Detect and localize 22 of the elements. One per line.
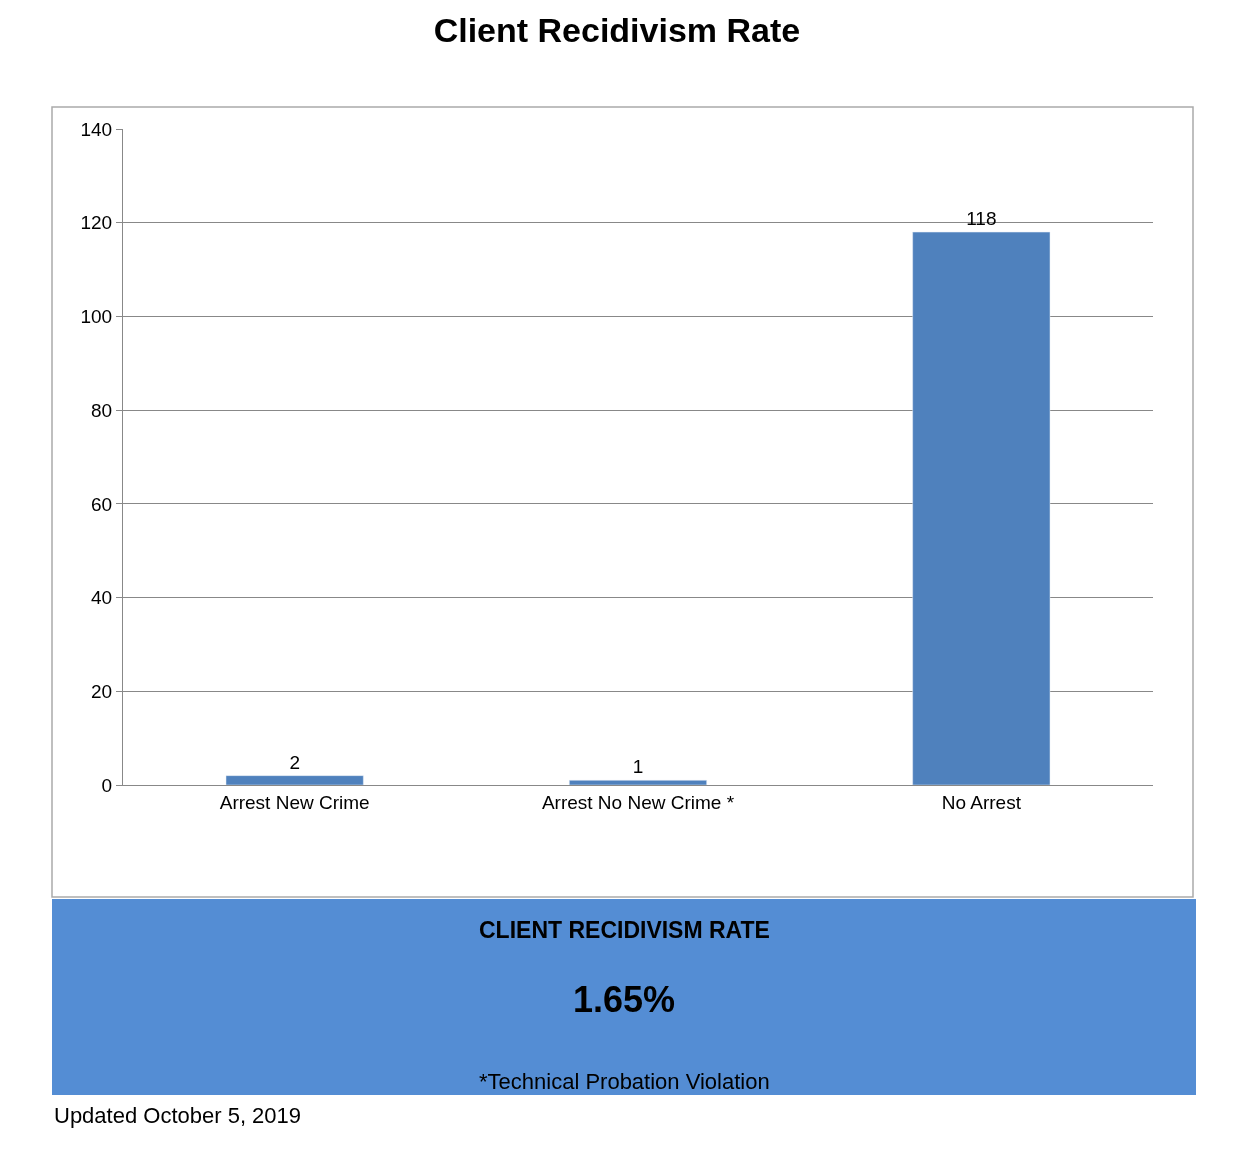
y-tick-label: 40 bbox=[91, 587, 113, 609]
bar bbox=[225, 775, 364, 785]
data-label: 1 bbox=[632, 756, 644, 778]
y-tick-label: 80 bbox=[91, 399, 113, 421]
text: CLIENT RECIDIVISM RATE bbox=[479, 917, 770, 943]
y-tick-label: 60 bbox=[91, 493, 113, 515]
y-tick-label: 0 bbox=[101, 774, 113, 796]
y-tick-label: 20 bbox=[91, 680, 113, 702]
bar bbox=[569, 780, 707, 785]
y-tick-label: 140 bbox=[80, 118, 113, 140]
y-tick-label: 120 bbox=[80, 212, 113, 234]
x-tick-label: No Arrest bbox=[941, 791, 1022, 813]
bar bbox=[912, 231, 1051, 785]
text: Updated October 5, 2019 bbox=[54, 1103, 302, 1128]
data-label: 118 bbox=[966, 208, 997, 230]
y-tick-label: 100 bbox=[80, 306, 113, 328]
text: 1.65% bbox=[573, 979, 676, 1020]
x-tick-label: Arrest No New Crime * bbox=[541, 791, 735, 813]
data-label: 2 bbox=[289, 751, 300, 773]
x-tick-label: Arrest New Crime bbox=[219, 791, 370, 813]
chart-title: Client Recidivism Rate bbox=[433, 10, 801, 49]
text: *Technical Probation Violation bbox=[479, 1069, 770, 1094]
